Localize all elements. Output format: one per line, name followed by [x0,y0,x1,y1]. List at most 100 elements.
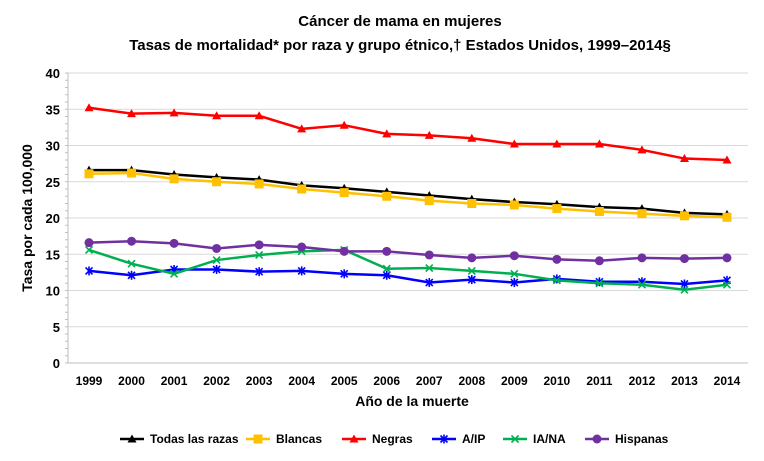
x-tick-label: 2007 [416,374,443,388]
data-point [84,169,94,179]
data-point [212,177,222,187]
data-point [595,279,604,288]
data-point [722,280,732,289]
data-point [254,111,264,120]
data-point [382,129,392,138]
data-point [509,139,519,148]
data-point [509,251,519,261]
y-tick-label: 0 [53,356,60,371]
data-point [254,179,264,189]
marker-stroke [510,269,519,278]
y-tick-label: 25 [46,175,60,190]
data-point [169,238,179,248]
series-negras [84,103,732,164]
x-tick-label: 2003 [246,374,273,388]
legend-label: IA/NA [533,432,566,446]
y-tick-label: 10 [46,284,60,299]
data-point [425,263,434,273]
data-point [84,103,94,112]
series-hispanas [84,236,732,266]
data-point [339,188,349,198]
marker-stroke [127,259,136,268]
data-point [680,285,689,294]
series-line [89,168,728,216]
data-point [255,250,264,260]
data-point [212,264,221,274]
x-tick-label: 2014 [714,374,741,388]
data-point [127,259,136,268]
data-point [680,279,689,289]
data-point [637,145,647,154]
legend-label: Hispanas [615,432,669,446]
data-point [637,209,647,219]
x-tick-label: 2011 [586,374,612,388]
data-point [552,254,562,264]
legend-label: A/IP [462,432,485,446]
x-tick-label: 2013 [671,374,698,388]
data-point [339,120,349,129]
x-tick-label: 2006 [373,374,400,388]
series-line [88,239,728,263]
legend-item: A/IP [432,432,485,446]
data-point [382,264,391,273]
marker-stroke [467,266,476,275]
marker-stroke [425,263,434,273]
x-tick-label: 2008 [458,374,485,388]
data-point [212,255,221,265]
data-point [594,256,604,266]
data-point [637,253,647,263]
legend-item: IA/NA [503,432,566,446]
legend-label: Blancas [276,432,322,446]
x-tick-label: 2000 [118,374,145,388]
series-line [88,106,728,162]
data-point [84,266,94,276]
legend-label: Negras [372,432,413,446]
legend-label: Todas las razas [150,432,239,446]
data-point [340,269,349,279]
y-tick-label: 5 [53,320,60,335]
data-point [84,238,94,248]
data-point [127,236,137,246]
marker-stroke [84,245,94,254]
data-point [297,184,307,194]
marker-stroke [255,250,264,260]
marker-stroke [212,255,221,265]
series-blancas [84,168,732,222]
marker-stroke [552,276,561,285]
y-tick-label: 30 [46,139,60,154]
legend-item: Blancas [246,432,322,446]
data-point [169,174,179,184]
x-tick-label: 1999 [76,374,103,388]
data-point [255,267,264,277]
series-line [88,171,728,219]
y-tick-label: 15 [46,247,60,262]
data-point [679,154,689,163]
data-point [84,245,94,254]
data-point [297,124,307,133]
x-tick-label: 2004 [288,374,315,388]
data-point [382,191,392,201]
data-point [552,276,561,285]
data-point [424,130,434,139]
chart-title: Cáncer de mama en mujeres [298,13,501,30]
data-point [170,269,179,278]
data-point [679,254,689,264]
data-point [212,111,222,120]
data-point [382,246,392,256]
data-point [127,168,137,178]
data-point [254,240,264,250]
marker-stroke [170,269,179,278]
data-point [424,196,434,206]
data-point [552,139,562,148]
y-tick-label: 35 [46,102,60,117]
data-point [722,253,732,263]
legend-marker [439,434,449,444]
data-point [297,242,307,252]
x-tick-label: 2010 [544,374,571,388]
legend-marker [253,434,263,444]
data-point [722,155,732,164]
marker-stroke [382,264,391,273]
data-point [127,270,136,280]
